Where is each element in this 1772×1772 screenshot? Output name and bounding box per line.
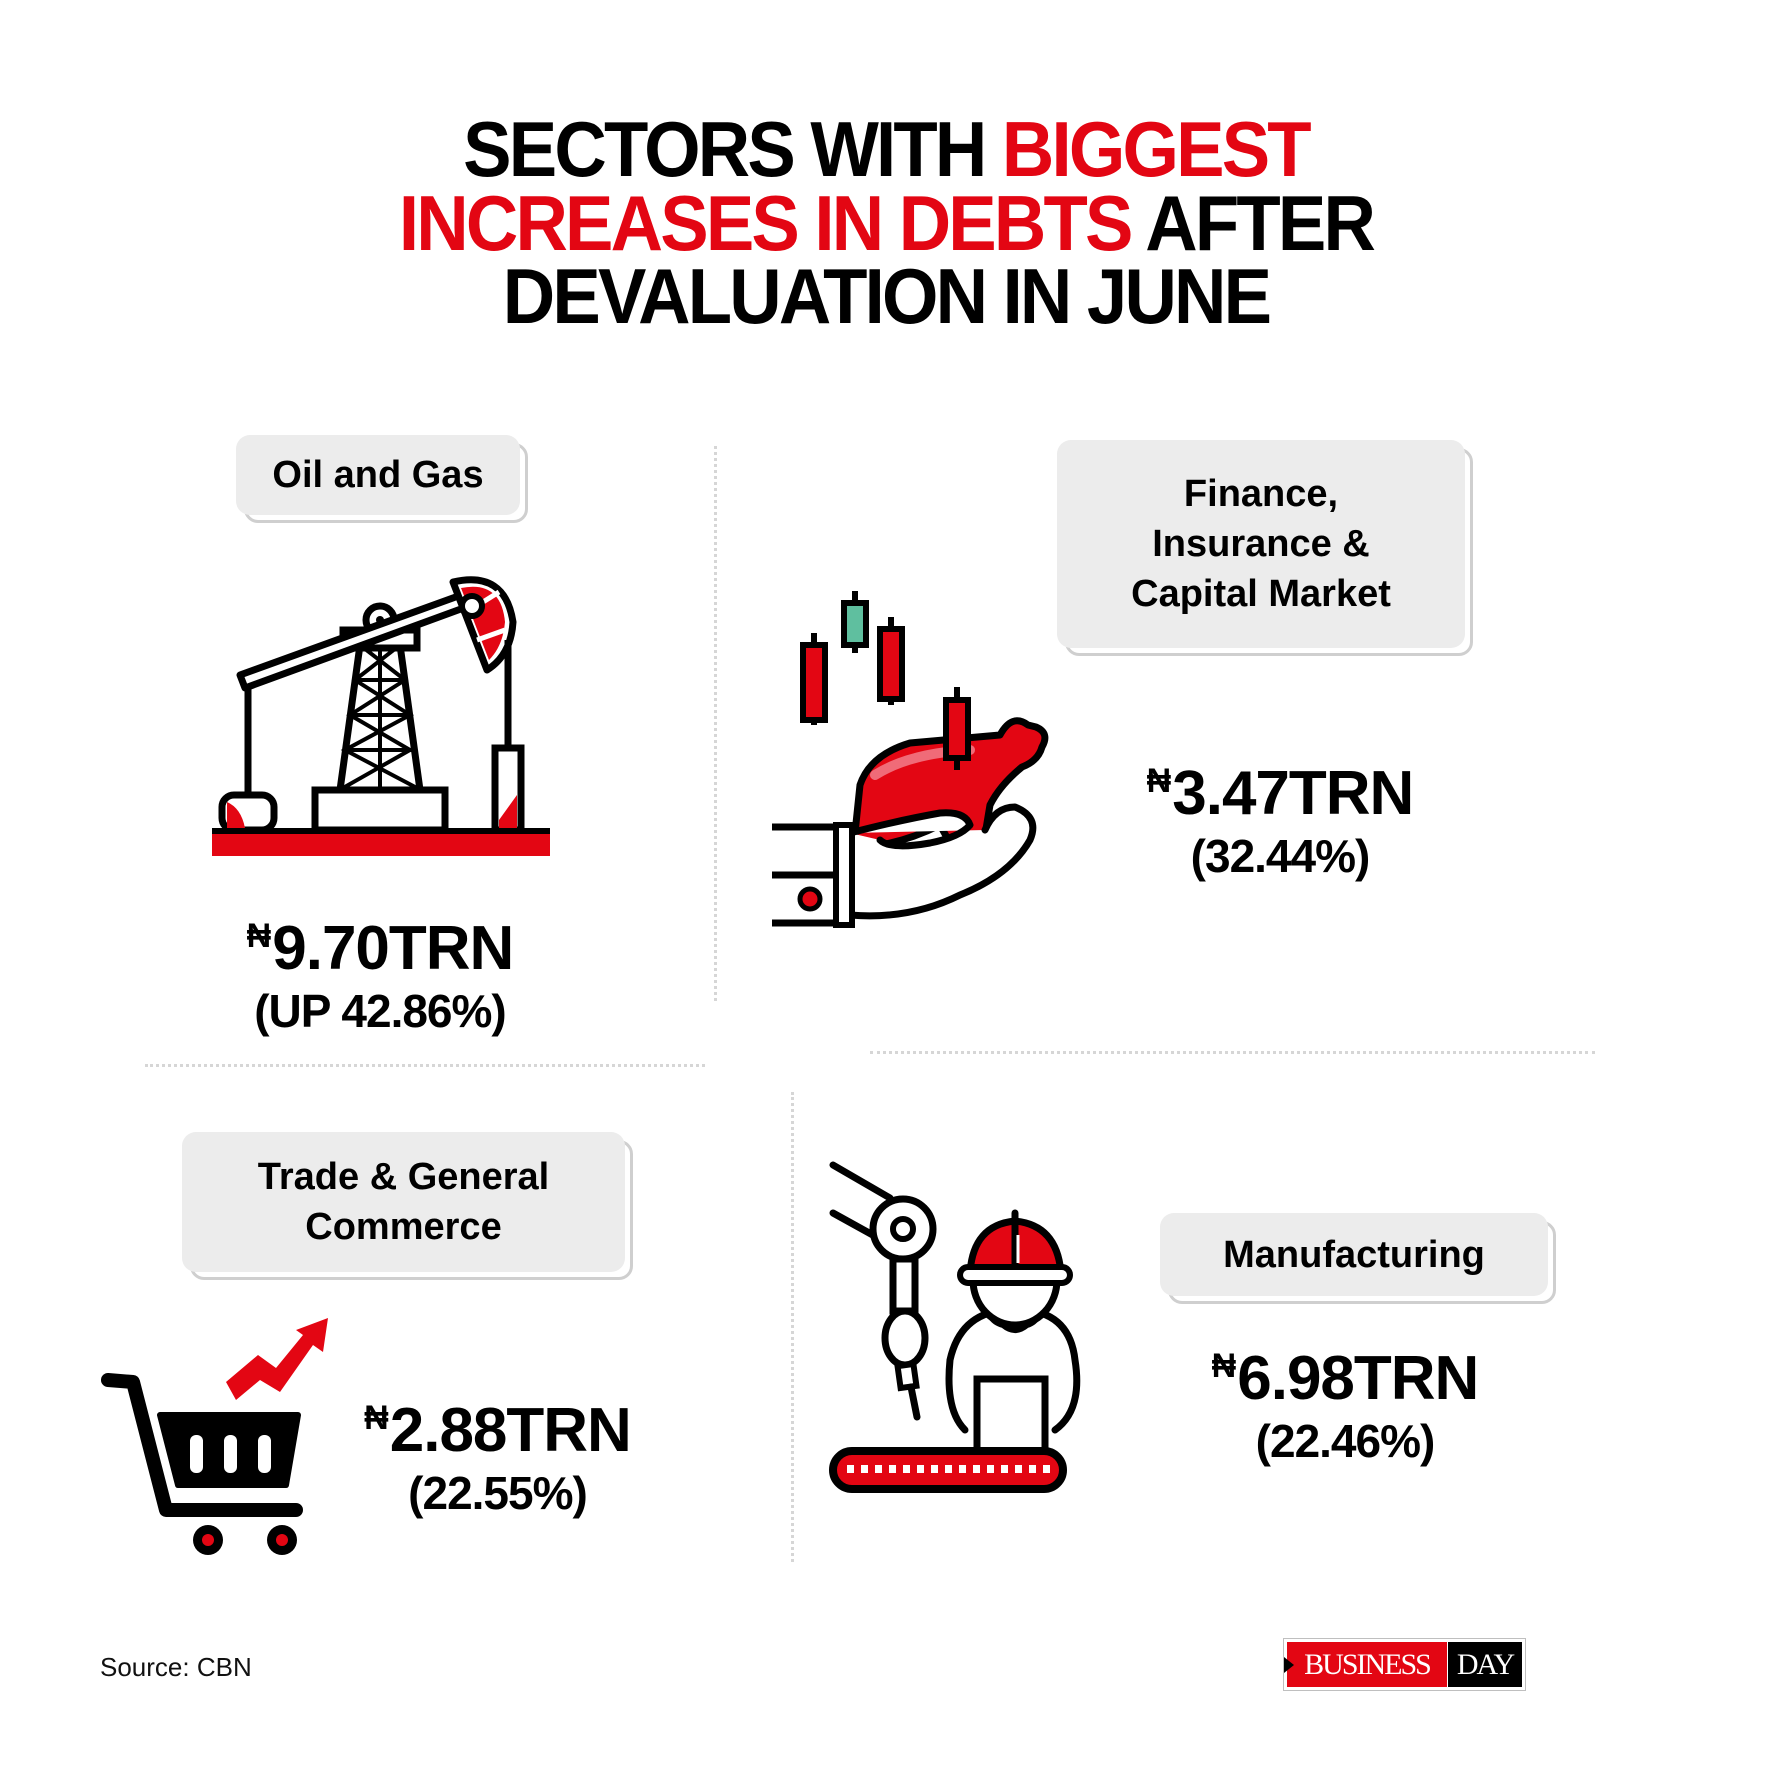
sector-label-manufacturing: Manufacturing bbox=[1160, 1213, 1556, 1304]
naira-symbol: ₦ bbox=[246, 917, 272, 955]
label-text: Finance, Insurance & Capital Market bbox=[1057, 440, 1465, 648]
logo-day-text: DAY bbox=[1448, 1642, 1522, 1687]
title-black-text: SECTORS WITH bbox=[463, 105, 1002, 193]
sector-label-trade: Trade & General Commerce bbox=[182, 1132, 633, 1280]
title-red-text: BIGGEST bbox=[1001, 105, 1312, 193]
source-note: Source: CBN bbox=[100, 1652, 252, 1682]
debt-change-percent: (32.44%) bbox=[1190, 830, 1371, 882]
sector-label-oil-and-gas: Oil and Gas bbox=[236, 435, 528, 523]
shopping-cart-trend-icon bbox=[101, 1318, 328, 1555]
bear-market-hand-icon bbox=[772, 591, 1049, 928]
naira-symbol: ₦ bbox=[1146, 762, 1172, 800]
factory-worker-robot-arm-icon bbox=[829, 1161, 1081, 1493]
title-black-text: DEVALUATION IN JUNE bbox=[502, 252, 1272, 340]
label-text: Manufacturing bbox=[1160, 1213, 1548, 1296]
title-black-text: AFTER bbox=[1130, 179, 1376, 267]
debt-change-percent: (22.46%) bbox=[1255, 1415, 1436, 1467]
divider-vertical-top bbox=[714, 446, 717, 1001]
naira-symbol: ₦ bbox=[1211, 1347, 1237, 1385]
sector-label-finance: Finance, Insurance & Capital Market bbox=[1057, 440, 1473, 656]
page-title-line-1: SECTORS WITH BIGGEST bbox=[62, 110, 1710, 188]
sector-value-oil-and-gas: ₦9.70TRN (UP 42.86%) bbox=[205, 903, 555, 1040]
sector-value-finance: ₦3.47TRN (32.44%) bbox=[1110, 748, 1450, 885]
sector-value-manufacturing: ₦6.98TRN (22.46%) bbox=[1180, 1333, 1510, 1470]
debt-amount: ₦9.70TRN bbox=[246, 914, 515, 983]
divider-horizontal-left bbox=[145, 1064, 705, 1067]
debt-amount: ₦2.88TRN bbox=[364, 1396, 632, 1465]
title-red-text: INCREASES IN DEBTS bbox=[398, 179, 1134, 267]
naira-symbol: ₦ bbox=[364, 1399, 389, 1437]
debt-change-percent: (22.55%) bbox=[408, 1467, 588, 1519]
sector-value-trade: ₦2.88TRN (22.55%) bbox=[325, 1385, 670, 1522]
label-text: Oil and Gas bbox=[236, 435, 520, 515]
page-title-line-2: INCREASES IN DEBTS AFTER bbox=[62, 184, 1710, 262]
debt-amount: ₦3.47TRN bbox=[1146, 759, 1415, 828]
oil-pump-icon bbox=[212, 576, 550, 856]
label-text: Trade & General Commerce bbox=[182, 1132, 625, 1272]
divider-vertical-bottom bbox=[791, 1092, 794, 1562]
debt-amount: ₦6.98TRN bbox=[1211, 1344, 1480, 1413]
debt-change-percent: (UP 42.86%) bbox=[254, 985, 507, 1037]
divider-horizontal-right bbox=[870, 1051, 1595, 1054]
logo-business-text: BUSINESS bbox=[1284, 1642, 1447, 1687]
page-title-line-3: DEVALUATION IN JUNE bbox=[62, 257, 1710, 335]
businessday-logo: BUSINESS DAY bbox=[1283, 1638, 1526, 1691]
